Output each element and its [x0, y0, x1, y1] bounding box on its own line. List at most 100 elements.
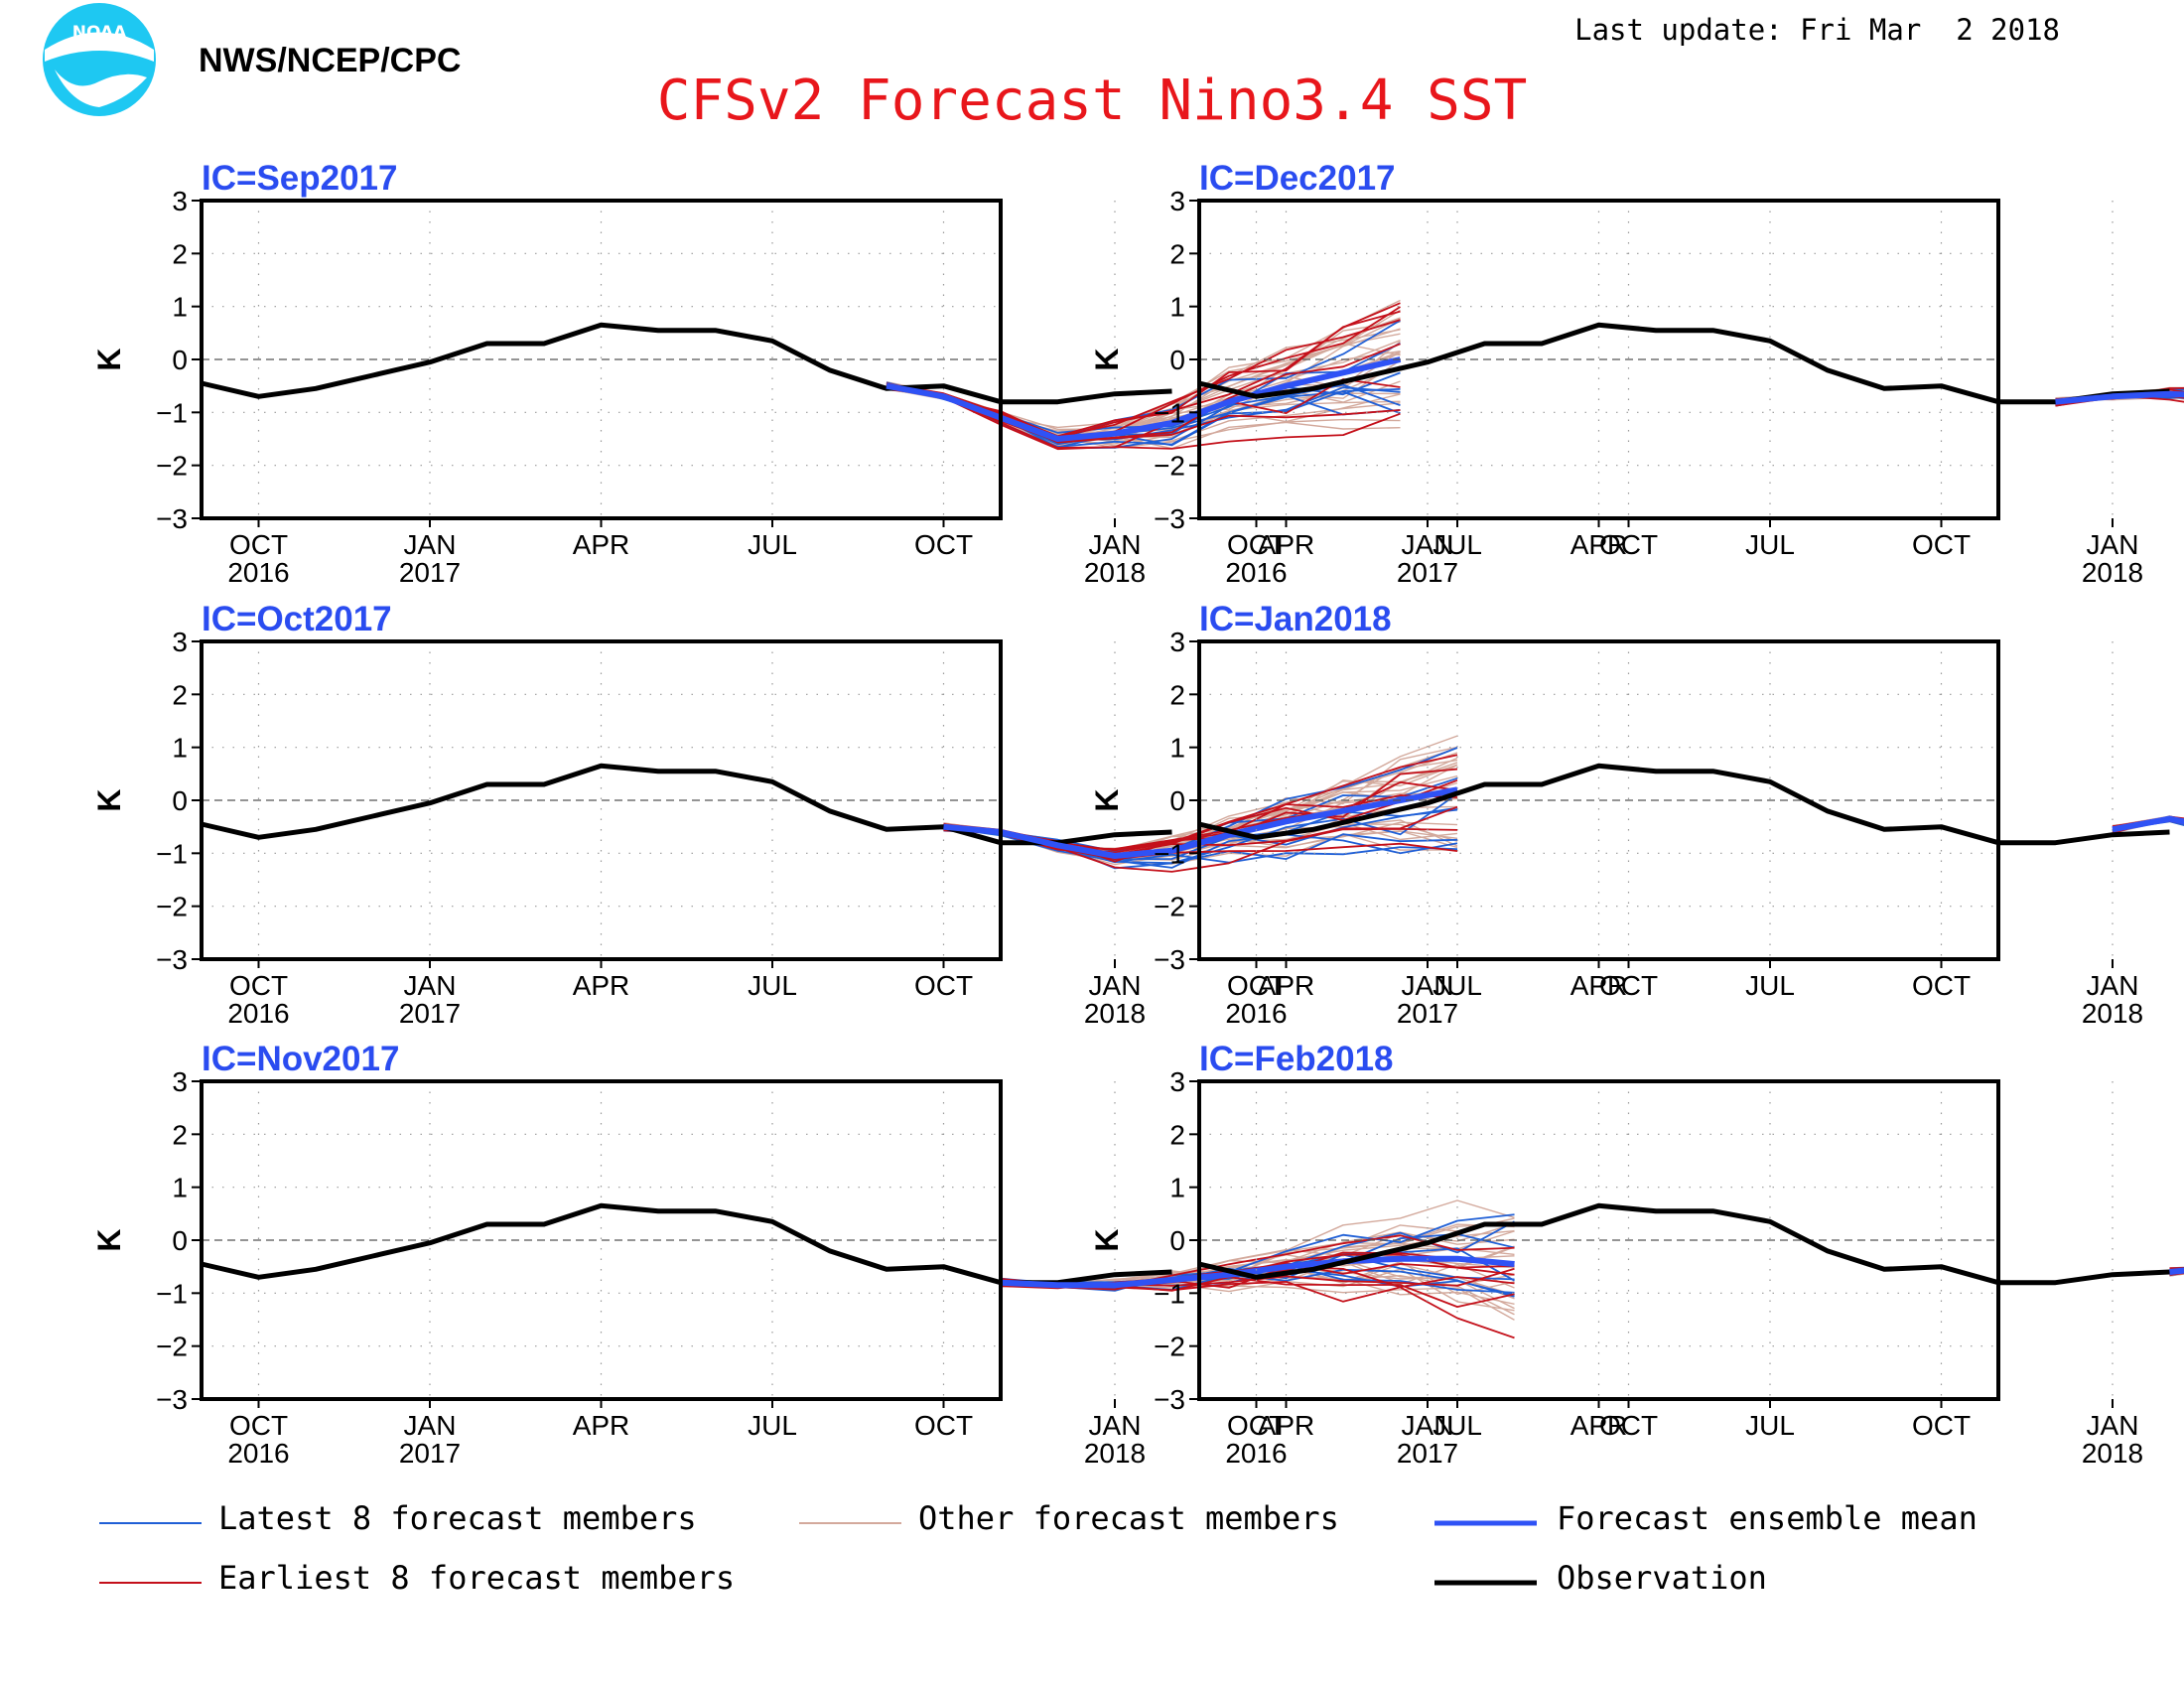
x-tick-label-month: OCT — [229, 970, 288, 1001]
x-tick-label-month: OCT — [229, 529, 288, 560]
x-tick-label-year: 2016 — [227, 1438, 289, 1469]
y-axis-label: K — [1089, 348, 1125, 370]
y-tick-label: 0 — [172, 345, 188, 375]
y-tick-label: 3 — [1169, 627, 1185, 657]
noaa-logo: NOAA — [43, 3, 156, 116]
y-tick-label: 3 — [172, 186, 188, 216]
panel-ic-title: IC=Sep2017 — [202, 159, 398, 198]
x-tick-label-year: 2018 — [1084, 998, 1146, 1029]
y-tick-label: −2 — [1154, 1332, 1185, 1362]
x-tick-label-month: OCT — [914, 970, 973, 1001]
x-tick-label-year: 2016 — [227, 557, 289, 588]
x-tick-label-year: 2018 — [1084, 557, 1146, 588]
y-tick-label: −3 — [156, 944, 188, 975]
x-tick-label-month: JUL — [748, 1410, 797, 1441]
panel-ic-title: IC=Nov2017 — [202, 1040, 399, 1078]
member-latest8-line — [2169, 1272, 2184, 1276]
y-tick-label: 3 — [172, 1066, 188, 1097]
legend-label-other: Other forecast members — [918, 1499, 1339, 1537]
panel-ic-title: IC=Jan2018 — [1199, 600, 1392, 638]
y-tick-label: −1 — [1154, 1278, 1185, 1309]
x-tick-label-month: APR — [1258, 970, 1315, 1001]
observation-line — [1198, 763, 2170, 846]
x-tick-label-month: JAN — [404, 1410, 457, 1441]
x-tick-label-month: JUL — [1433, 1410, 1482, 1441]
x-tick-label-year: 2017 — [399, 557, 461, 588]
y-tick-label: −3 — [1154, 944, 1185, 975]
x-tick-label-month: JAN — [404, 970, 457, 1001]
x-tick-label-month: APR — [1570, 970, 1628, 1001]
y-tick-label: 1 — [172, 1173, 188, 1203]
x-tick-label-month: APR — [1258, 1410, 1315, 1441]
x-tick-label-month: APR — [573, 529, 630, 560]
y-axis-label: K — [91, 348, 127, 370]
y-axis-label: K — [91, 1228, 127, 1251]
x-tick-label-year: 2018 — [2082, 557, 2143, 588]
y-tick-label: 2 — [1169, 238, 1185, 269]
y-tick-label: −3 — [156, 503, 188, 534]
y-tick-label: −3 — [1154, 1384, 1185, 1415]
x-tick-label-year: 2016 — [227, 998, 289, 1029]
x-tick-label-month: APR — [573, 1410, 630, 1441]
x-tick-label-month: JUL — [748, 529, 797, 560]
x-tick-label-month: JAN — [1089, 1410, 1142, 1441]
y-tick-label: 2 — [1169, 679, 1185, 710]
x-tick-label-month: OCT — [914, 529, 973, 560]
y-tick-label: −2 — [156, 892, 188, 922]
member-other-line — [2169, 1268, 2184, 1272]
y-tick-label: −1 — [1154, 397, 1185, 428]
observation-line — [201, 763, 1172, 846]
panel-ic-title: IC=Feb2018 — [1199, 1040, 1394, 1078]
x-tick-label-month: OCT — [1912, 970, 1971, 1001]
y-tick-label: 2 — [1169, 1119, 1185, 1150]
x-tick-label-year: 2017 — [399, 1438, 461, 1469]
panel-ic-title: IC=Dec2017 — [1199, 159, 1396, 198]
x-tick-label-month: JUL — [1433, 529, 1482, 560]
y-axis-label: K — [1089, 788, 1125, 811]
y-tick-label: −2 — [156, 1332, 188, 1362]
observation-line — [201, 322, 1172, 405]
y-tick-label: 0 — [1169, 785, 1185, 816]
panel-ic-title: IC=Oct2017 — [202, 600, 392, 638]
y-tick-label: 0 — [172, 785, 188, 816]
member-earliest8-line — [886, 310, 1401, 438]
member-latest8-line — [2169, 1268, 2184, 1271]
y-axis-label: K — [91, 788, 127, 811]
y-tick-label: −2 — [1154, 451, 1185, 482]
x-tick-label-month: APR — [1258, 529, 1315, 560]
legend-label-earliest8: Earliest 8 forecast members — [218, 1559, 735, 1597]
last-update-label: Last update: Fri Mar 2 2018 — [1574, 13, 2060, 47]
member-other-line — [2169, 1273, 2184, 1277]
x-tick-label-year: 2017 — [1397, 998, 1458, 1029]
y-tick-label: −2 — [156, 451, 188, 482]
x-tick-label-month: OCT — [1599, 970, 1658, 1001]
x-tick-label-month: OCT — [1599, 1410, 1658, 1441]
x-tick-label-year: 2016 — [1225, 1438, 1287, 1469]
x-tick-label-month: JAN — [404, 529, 457, 560]
x-tick-label-month: OCT — [229, 1410, 288, 1441]
x-tick-label-month: OCT — [1227, 529, 1286, 560]
x-tick-label-month: OCT — [1912, 1410, 1971, 1441]
x-tick-label-month: JAN — [1089, 529, 1142, 560]
x-tick-label-month: JAN — [1402, 1410, 1454, 1441]
x-tick-label-year: 2018 — [2082, 998, 2143, 1029]
x-tick-label-month: JAN — [2087, 529, 2139, 560]
y-tick-label: 1 — [1169, 1173, 1185, 1203]
legend-label-mean: Forecast ensemble mean — [1557, 1499, 1978, 1537]
x-tick-label-month: JUL — [1433, 970, 1482, 1001]
y-tick-label: −3 — [1154, 503, 1185, 534]
y-tick-label: 2 — [172, 679, 188, 710]
y-tick-label: −1 — [1154, 838, 1185, 869]
y-tick-label: 3 — [172, 627, 188, 657]
x-tick-label-month: OCT — [1912, 529, 1971, 560]
noaa-logo-text: NOAA — [72, 23, 127, 43]
observation-line — [201, 1202, 1172, 1286]
x-tick-label-year: 2017 — [399, 998, 461, 1029]
y-tick-label: 3 — [1169, 1066, 1185, 1097]
y-tick-label: 3 — [1169, 186, 1185, 216]
